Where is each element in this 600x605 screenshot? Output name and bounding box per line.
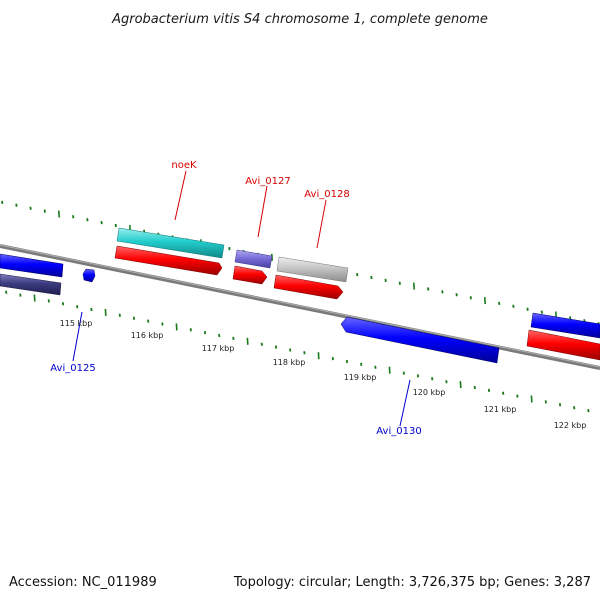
map-title: Agrobacterium vitis S4 chromosome 1, com… — [111, 12, 488, 27]
scale-labels: 115 kbp 116 kbp 117 kbp 118 kbp 119 kbp … — [60, 319, 587, 430]
cds-blue-small-avi0125[interactable] — [83, 269, 95, 282]
cds-slate-avi0127[interactable] — [235, 250, 272, 268]
gene-label-avi0127[interactable]: Avi_0127 — [245, 176, 290, 187]
lower-tick-track — [6, 291, 589, 412]
scale-label: 118 kbp — [273, 358, 306, 367]
scale-label: 115 kbp — [60, 319, 93, 328]
accession-text: Accession: NC_011989 — [9, 575, 157, 590]
cds-navy-left[interactable] — [0, 274, 61, 295]
scale-label: 117 kbp — [202, 344, 235, 353]
scale-label: 122 kbp — [554, 421, 587, 430]
gene-label-avi0128[interactable]: Avi_0128 — [304, 189, 349, 200]
label-leaders — [73, 171, 410, 426]
cds-red-2[interactable] — [233, 266, 267, 284]
gene-label-avi0130[interactable]: Avi_0130 — [376, 426, 421, 437]
scale-label: 116 kbp — [131, 331, 164, 340]
scale-label: 119 kbp — [344, 373, 377, 382]
cds-blue-avi0130[interactable] — [341, 317, 499, 363]
gene-label-noeK[interactable]: noeK — [171, 160, 197, 171]
scale-label: 120 kbp — [413, 388, 446, 397]
gene-label-avi0125[interactable]: Avi_0125 — [50, 363, 95, 374]
scale-label: 121 kbp — [484, 405, 517, 414]
genome-summary-text: Topology: circular; Length: 3,726,375 bp… — [233, 575, 591, 590]
